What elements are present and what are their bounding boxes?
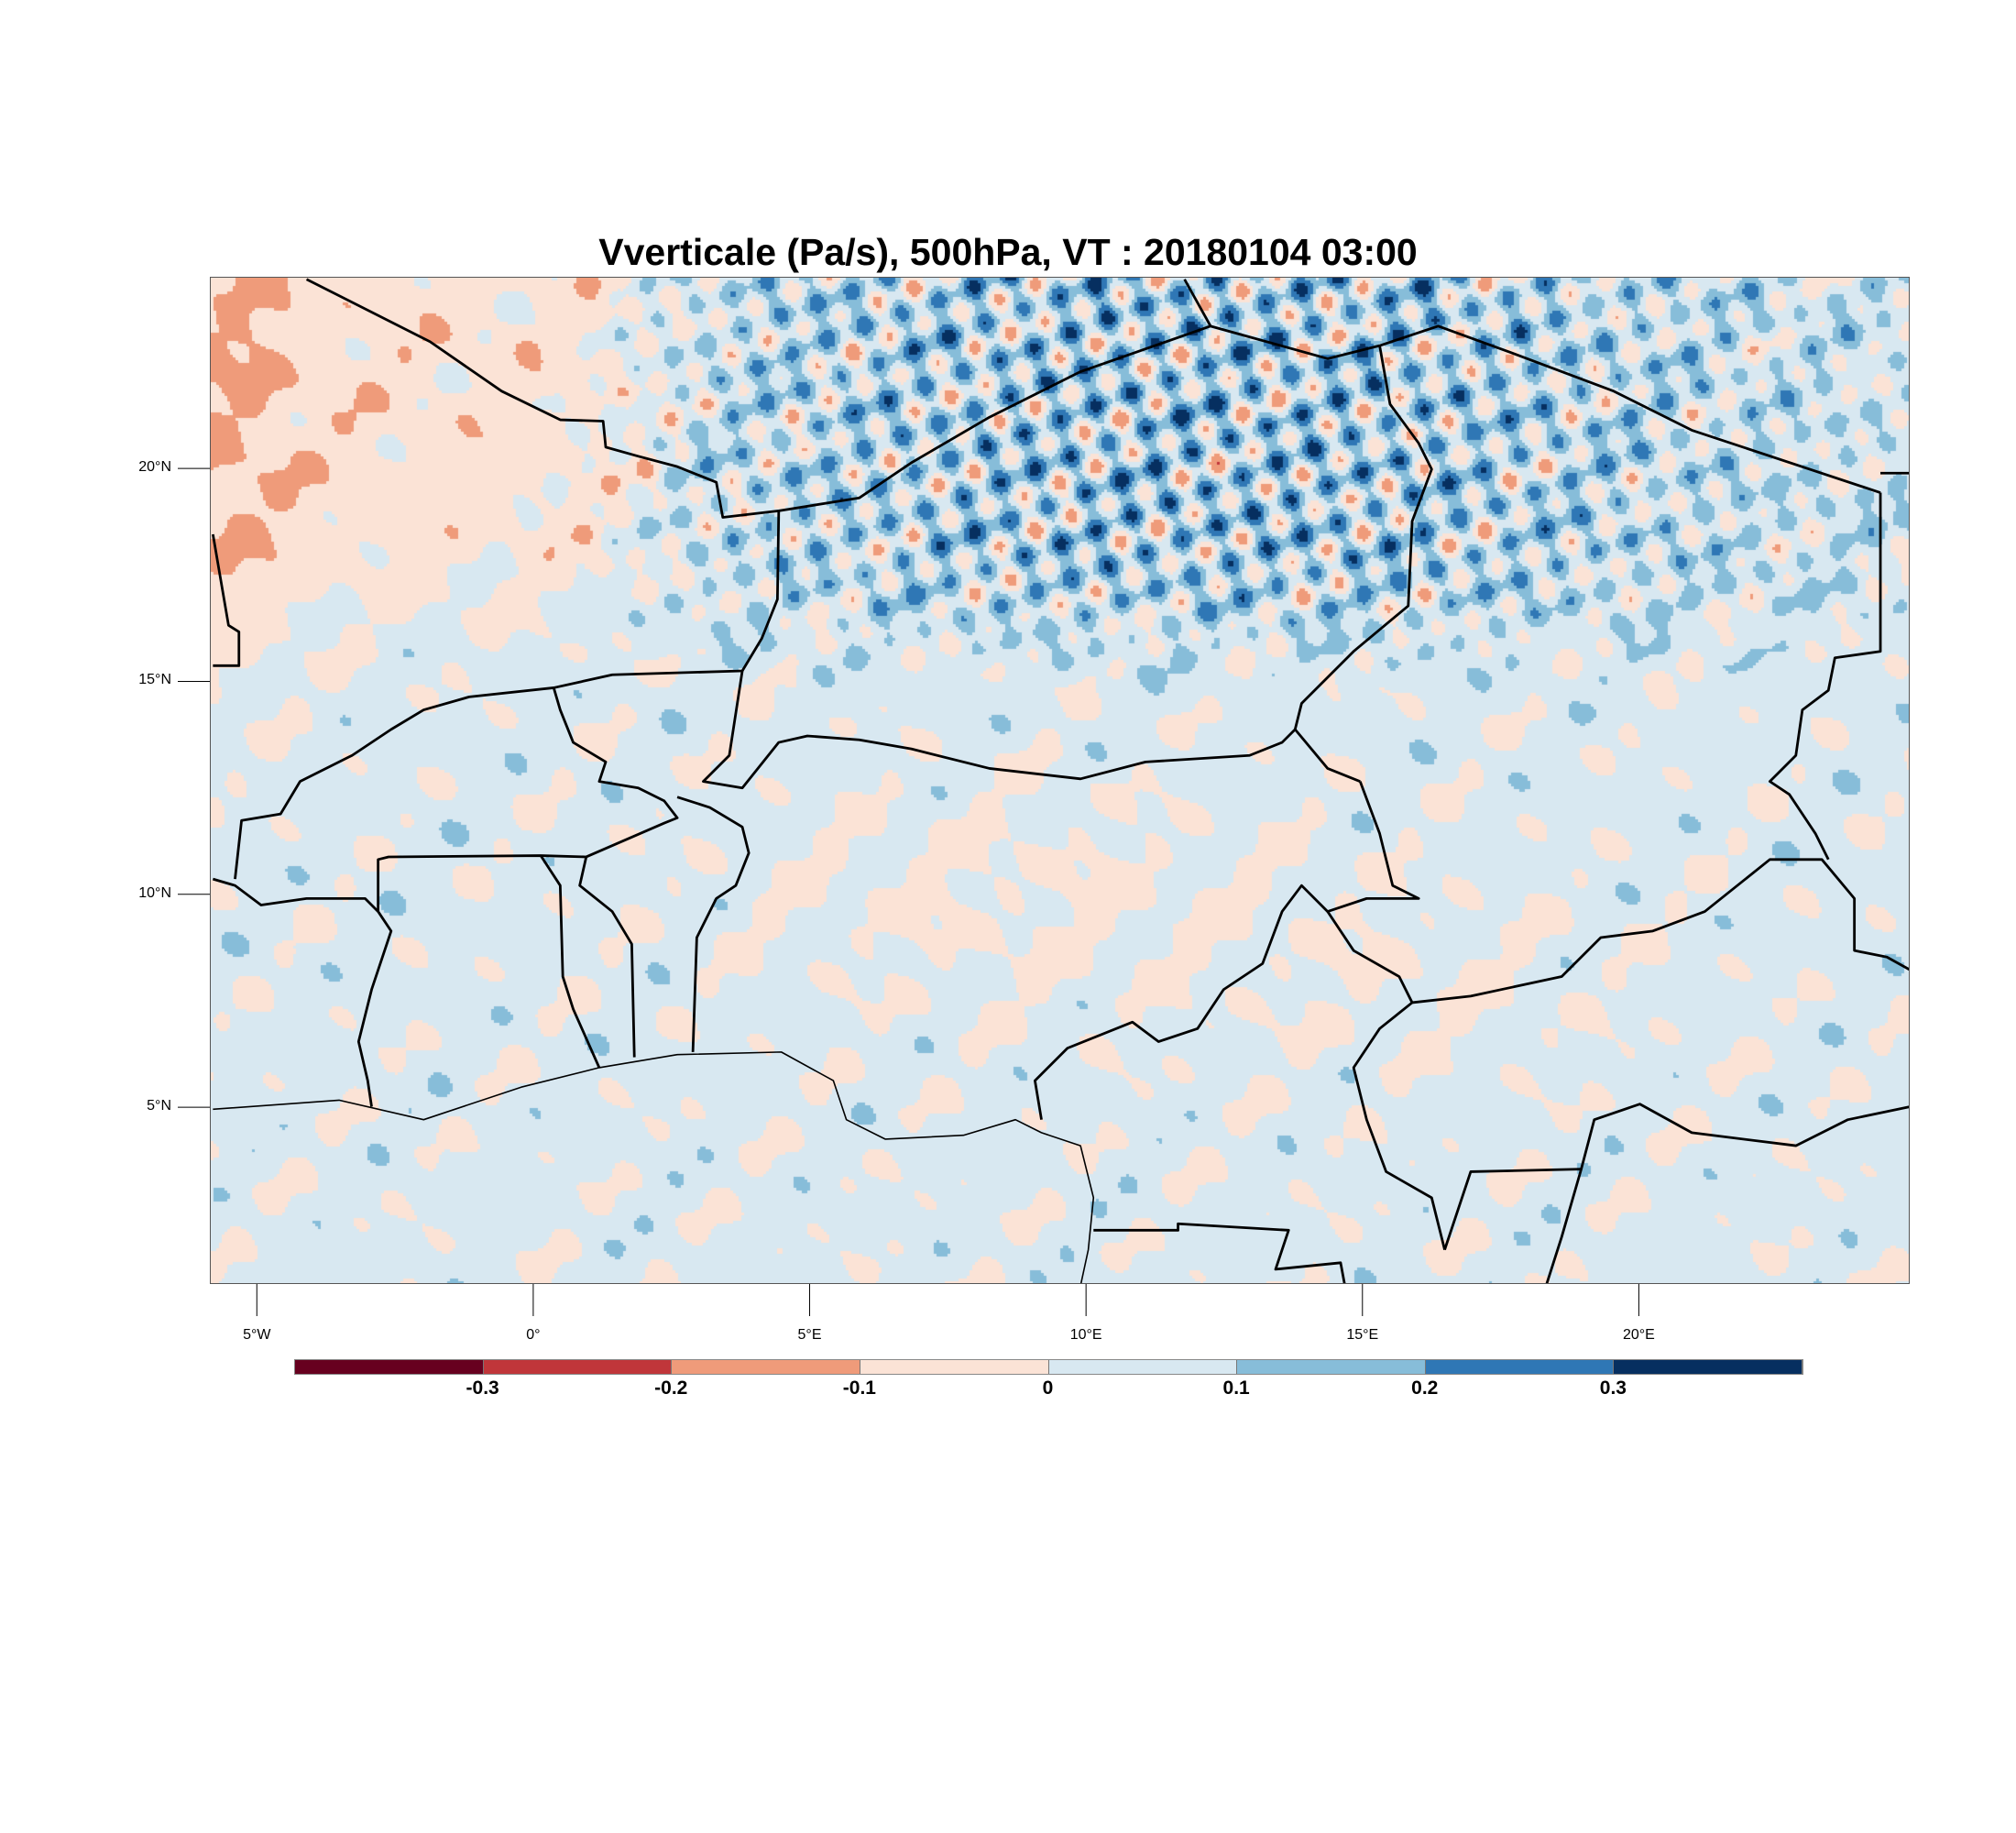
chart-title: Vverticale (Pa/s), 500hPa, VT : 20180104… — [598, 231, 1418, 273]
colorbar-swatch — [1048, 1360, 1238, 1374]
border-chad-car — [1411, 858, 1909, 1004]
y-tick-label: 15°N — [138, 672, 171, 688]
border-niger-nigeria — [702, 670, 1361, 790]
border-benin-nigeria — [676, 796, 751, 1052]
y-tick-label: 5°N — [147, 1098, 171, 1114]
country-borders — [211, 278, 1909, 1283]
border-nigeria-cameroon — [1034, 781, 1420, 1120]
border-burkina-niger — [377, 687, 679, 912]
border-cameroon-car-congo — [1443, 1168, 1583, 1283]
y-tick-label: 10°N — [138, 884, 171, 901]
border-niger-chad — [1293, 345, 1433, 730]
border-benin-togo — [578, 856, 636, 1058]
y-tick-label: 20°N — [138, 459, 171, 476]
colorbar-label: 0 — [1042, 1377, 1054, 1399]
x-tick-label: 10°E — [1069, 1327, 1102, 1343]
border-ghana-ivory — [356, 910, 393, 1107]
border-chad-sudan — [1768, 492, 1882, 861]
border-coast — [213, 1051, 1095, 1283]
map-plot-area — [210, 277, 1910, 1284]
colorbar-label: 0.3 — [1599, 1377, 1627, 1399]
border-chad-cameroon — [1326, 910, 1446, 1250]
border-mali-west — [211, 533, 241, 667]
border-car-congo — [1580, 1103, 1909, 1169]
colorbar — [294, 1359, 1803, 1375]
colorbar-swatch — [295, 1360, 484, 1374]
x-tick-label: 0° — [526, 1327, 541, 1343]
colorbar-swatch — [1237, 1360, 1426, 1374]
contour-field — [211, 278, 1909, 1283]
colorbar-label: 0.2 — [1411, 1377, 1439, 1399]
colorbar-swatch — [860, 1360, 1049, 1374]
colorbar-label: -0.1 — [842, 1377, 876, 1399]
colorbar-label: -0.3 — [466, 1377, 499, 1399]
colorbar-swatch — [1425, 1360, 1615, 1374]
colorbar-swatch — [483, 1360, 673, 1374]
colorbar-swatch — [672, 1360, 860, 1374]
colorbar-label: -0.2 — [654, 1377, 688, 1399]
border-ivory-burkina — [212, 877, 379, 913]
border-algeria-libya — [1183, 279, 1212, 327]
x-tick-label: 15°E — [1346, 1327, 1379, 1343]
border-togo-ghana — [539, 854, 601, 1069]
x-tick-label: 5°E — [797, 1327, 822, 1343]
colorbar-swatch — [1614, 1360, 1802, 1374]
x-tick-label: 20°E — [1622, 1327, 1655, 1343]
x-tick-label: 5°W — [243, 1327, 271, 1343]
border-mali-niger-burkina — [234, 510, 781, 880]
border-cameroon-south — [1093, 1222, 1346, 1283]
border-algeria-mali-niger-libya — [305, 278, 1881, 519]
colorbar-label: 0.1 — [1222, 1377, 1250, 1399]
